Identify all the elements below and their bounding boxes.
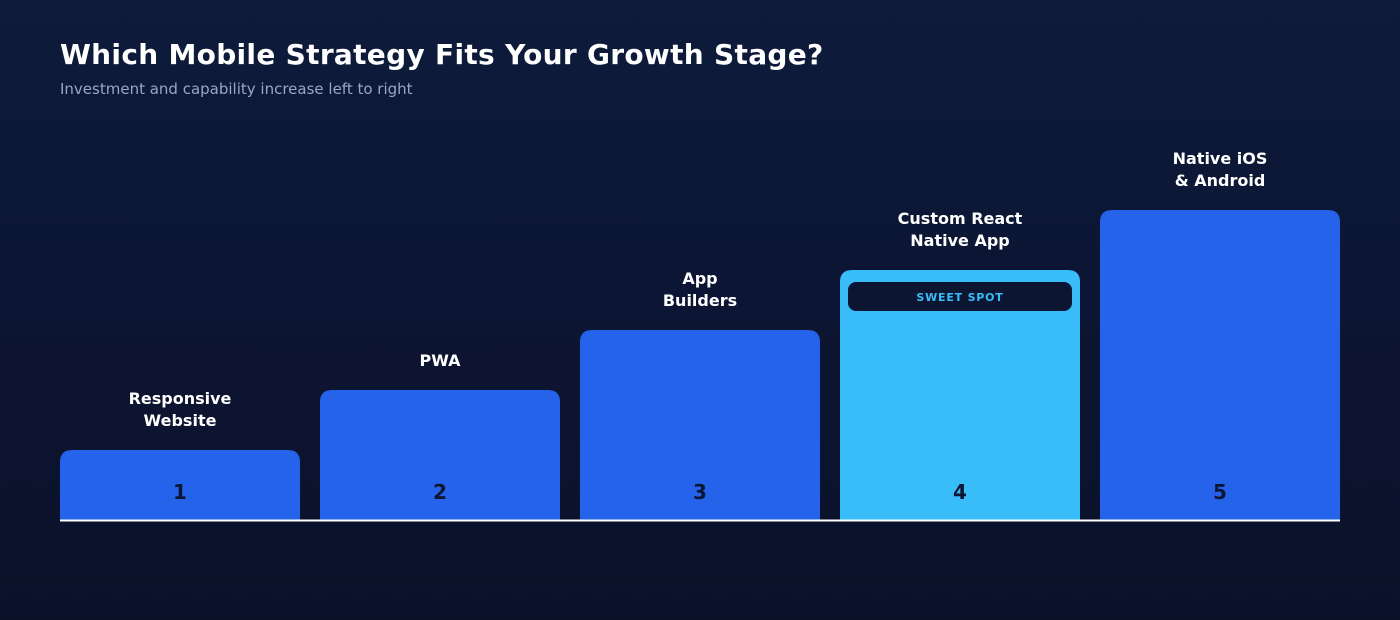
bar-bottom xyxy=(580,506,820,520)
sweet-spot-badge-label: SWEET SPOT xyxy=(916,291,1003,304)
bar xyxy=(60,450,300,520)
bar-category-label: Custom React xyxy=(898,209,1023,228)
bar-category-label: App xyxy=(682,269,717,288)
bar-category-label: Website xyxy=(144,411,217,430)
bar xyxy=(320,390,560,520)
bar-category-label: & Android xyxy=(1175,171,1266,190)
bar-category-label: Native App xyxy=(910,231,1009,250)
bar xyxy=(1100,210,1340,520)
page-subtitle: Investment and capability increase left … xyxy=(60,80,413,98)
bar-category-label: PWA xyxy=(419,351,461,370)
sweet-spot-badge xyxy=(848,282,1072,311)
bar-rank-label: 3 xyxy=(693,480,707,504)
bar-rank-label: 4 xyxy=(953,480,967,504)
bar-rank-label: 2 xyxy=(433,480,447,504)
bar-bottom xyxy=(320,506,560,520)
bar-category-label: Responsive xyxy=(129,389,232,408)
bar xyxy=(580,330,820,520)
bar-highlight xyxy=(840,270,1080,520)
bar-bottom xyxy=(1100,506,1340,520)
bar-category-label: Builders xyxy=(663,291,737,310)
bar-rank-label: 5 xyxy=(1213,480,1227,504)
bar-rank-label: 1 xyxy=(173,480,187,504)
bar-category-label: Native iOS xyxy=(1173,149,1268,168)
bar-bottom xyxy=(60,506,300,520)
page-title: Which Mobile Strategy Fits Your Growth S… xyxy=(60,38,824,71)
bar-bottom xyxy=(840,506,1080,520)
